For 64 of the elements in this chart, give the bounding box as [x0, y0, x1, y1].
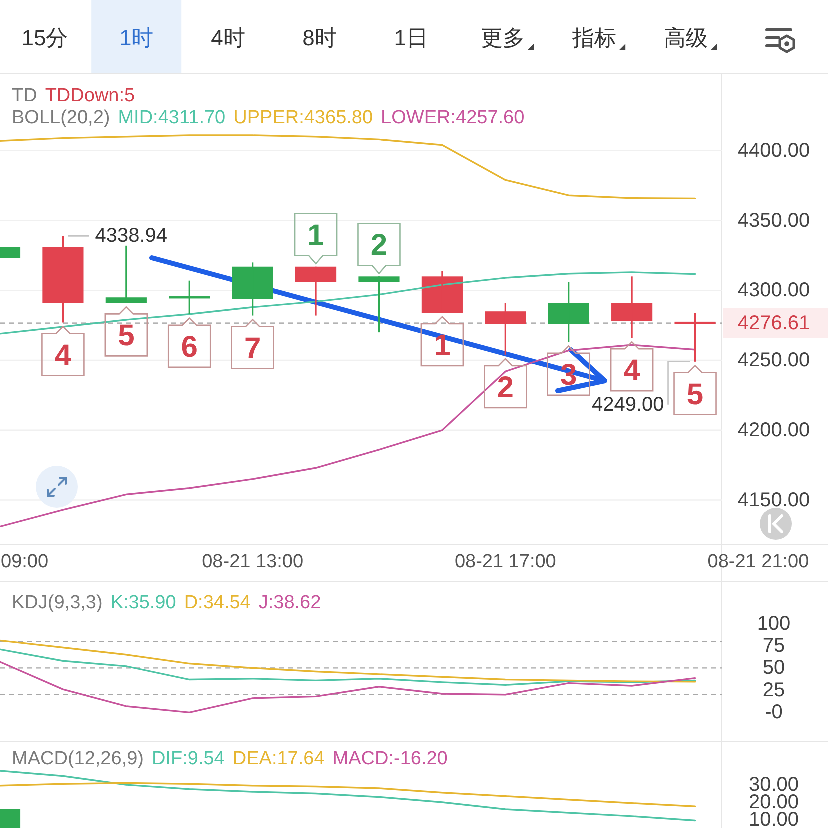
line-series: [0, 782, 696, 808]
candlestick: [485, 302, 526, 356]
annotation: MACD:-16.20: [332, 748, 448, 770]
text: 指标: [572, 26, 617, 50]
y-tick-label: 50: [762, 657, 786, 680]
text: 1时: [119, 26, 154, 50]
y-tick-label: 4150.00: [738, 489, 810, 512]
x-tick-label: 09:00: [1, 552, 49, 572]
candlestick: [358, 276, 400, 334]
legend-title: KDJ(9,3,3): [12, 592, 103, 614]
line-series: [0, 661, 696, 714]
annotation: 5: [686, 378, 704, 412]
text: 4时: [211, 26, 246, 50]
y-tick-label: 4300.00: [738, 280, 810, 302]
candlestick: [422, 270, 463, 314]
annotation: 5: [118, 320, 135, 353]
line-series: [0, 640, 696, 683]
text: LOWER:4257.60: [381, 108, 525, 128]
legend-title: BOLL(20,2): [12, 108, 110, 128]
y-tick-label: 4250.00: [738, 350, 810, 372]
y-tick-label: -0: [765, 702, 783, 724]
line-series: [0, 770, 696, 822]
annotation: 6: [181, 330, 198, 364]
annotation: 4338.94: [95, 225, 168, 248]
x-tick-label: 08-21 17:00: [454, 552, 556, 572]
legend-title: MACD(12,26,9): [12, 748, 144, 770]
candlestick: [548, 281, 590, 344]
text: 1日: [394, 26, 429, 50]
y-tick-label: 4200.00: [738, 419, 810, 442]
text: MID:4311.70: [118, 108, 226, 128]
text: 15分: [22, 26, 68, 50]
annotation: 2: [370, 229, 388, 262]
line-series: [0, 134, 696, 200]
candlestick: [612, 276, 653, 339]
annotation: 4: [54, 339, 72, 372]
annotation: 1: [308, 219, 324, 252]
series-label: DEA:17.64: [232, 748, 326, 770]
y-tick-label: 75: [762, 635, 786, 657]
text: 高级: [664, 26, 708, 50]
annotation: 7: [244, 332, 262, 366]
annotation: 4249.00: [592, 394, 664, 416]
text: TD: [12, 86, 38, 106]
y-tick-label: 25: [762, 679, 786, 702]
annotation: 1: [434, 329, 451, 362]
candlestick: [295, 266, 337, 317]
text: TDDown:5: [45, 86, 136, 106]
text: 8时: [302, 26, 337, 50]
y-tick-label: 4350.00: [738, 210, 810, 232]
candlestick: [232, 262, 274, 317]
y-tick-label: 4400.00: [738, 140, 810, 162]
text: 更多: [481, 26, 525, 50]
y-tick-label: 100: [757, 612, 791, 635]
annotation: 4: [624, 354, 641, 388]
text: D:34.54: [184, 592, 252, 614]
text: 4276.61: [738, 312, 810, 334]
x-tick-label: 08-21 21:00: [708, 552, 810, 572]
series-label: DIF:9.54: [152, 748, 226, 770]
candlestick: [106, 245, 147, 304]
series-label: UPPER:4365.80: [234, 108, 374, 128]
text: K:35.90: [110, 592, 176, 614]
annotation: 2: [497, 371, 514, 404]
line-series: [0, 648, 696, 686]
text: J:38.62: [258, 592, 322, 614]
x-tick-label: 08-21 13:00: [202, 552, 304, 572]
